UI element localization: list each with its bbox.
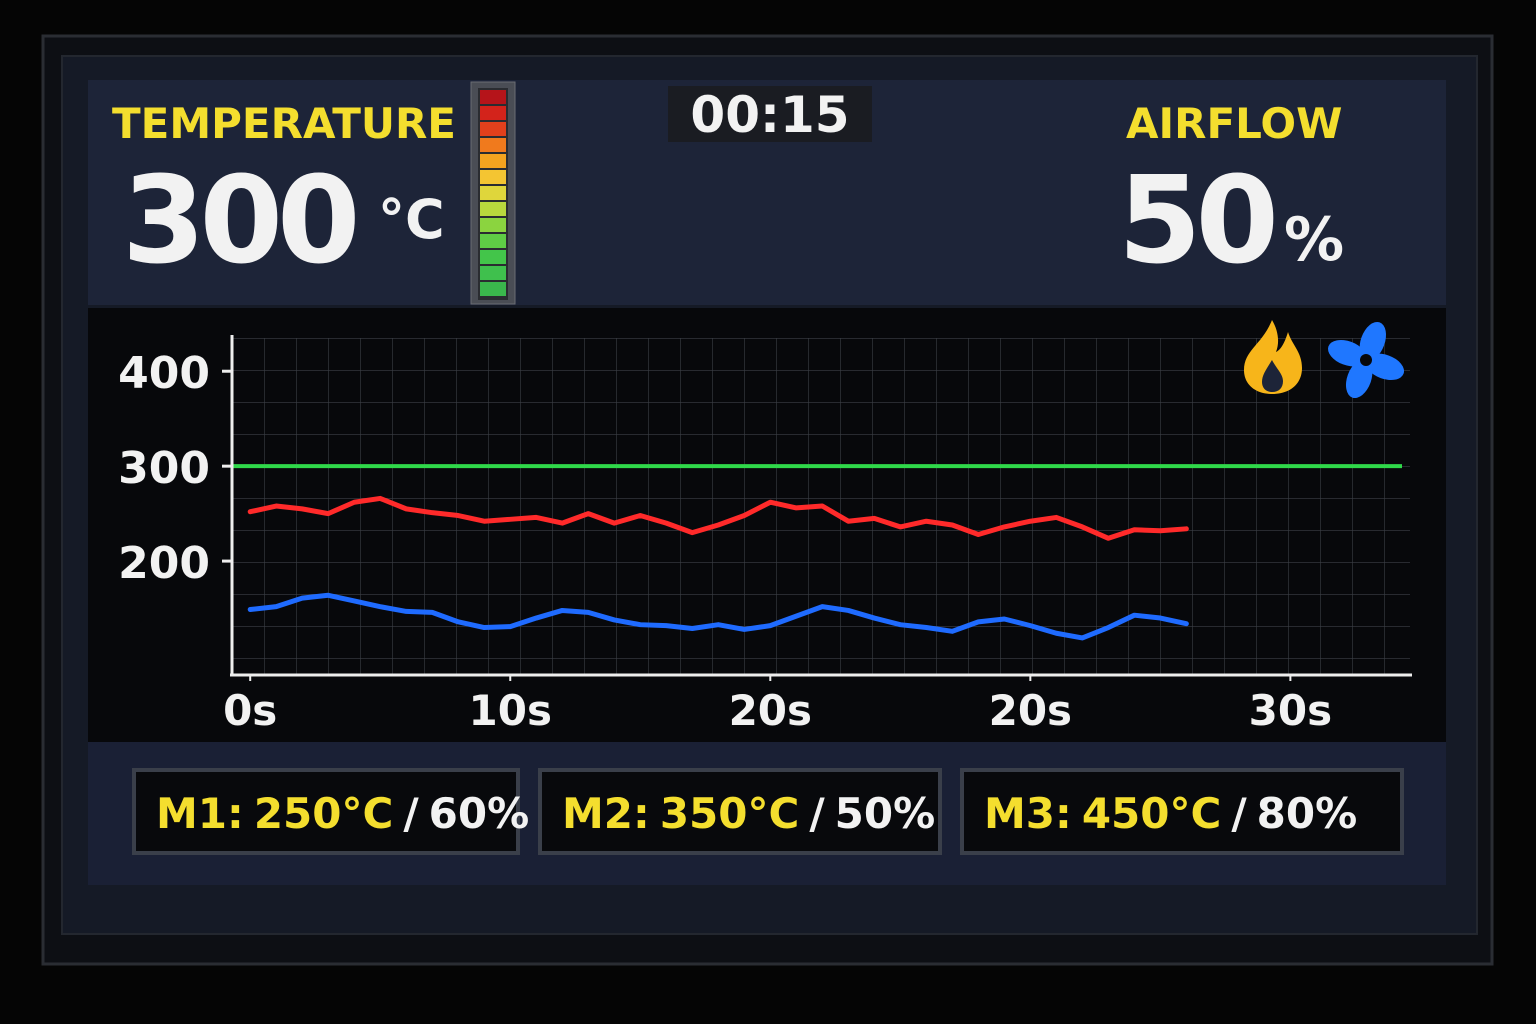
preset-temp: 350°C (660, 789, 800, 838)
preset-airflow: 80% (1257, 789, 1358, 838)
preset-name: M1: (156, 789, 244, 838)
x-tick-label: 10s (469, 686, 552, 735)
preset-separator: / (403, 789, 419, 838)
y-tick-label: 300 (118, 443, 210, 494)
preset-text[interactable]: M2: 350°C/50% (562, 789, 935, 838)
x-tick-label: 20s (989, 686, 1072, 735)
preset-button[interactable] (538, 768, 942, 855)
temperature-unit: °C (378, 188, 445, 251)
preset-name: M2: (562, 789, 650, 838)
data-line (247, 592, 1189, 641)
preset-name: M3: (984, 789, 1072, 838)
preset-temp: 250°C (254, 789, 394, 838)
airflow-label: AIRFLOW (1126, 99, 1342, 148)
timer-box (668, 86, 872, 142)
preset-button[interactable] (132, 768, 520, 855)
airflow-value: 50 (1118, 152, 1273, 291)
timer: 00:15 (690, 86, 849, 144)
preset-airflow: 50% (835, 789, 936, 838)
presets: M1: 250°C/60% M2: 350°C/50% M3: 450°C/80% (132, 768, 1404, 855)
preset-temp: 450°C (1082, 789, 1222, 838)
airflow-unit: % (1284, 205, 1344, 275)
temperature-gauge (470, 81, 516, 305)
preset-separator: / (809, 789, 825, 838)
temperature-label: TEMPERATURE (112, 99, 456, 148)
temperature-value: 300 (122, 152, 355, 291)
x-tick-label: 20s (729, 686, 812, 735)
preset-text[interactable]: M3: 450°C/80% (984, 789, 1357, 838)
x-tick-label: 30s (1249, 686, 1332, 735)
y-tick-label: 400 (118, 348, 210, 399)
x-tick-label: 0s (223, 686, 277, 735)
preset-text[interactable]: M1: 250°C/60% (156, 789, 529, 838)
chart: 200 300 400 0s 10s 20s 20s 30s (118, 348, 1402, 735)
preset-button[interactable] (960, 768, 1404, 855)
preset-airflow: 60% (429, 789, 530, 838)
fan-icon (1327, 321, 1405, 399)
preset-separator: / (1231, 789, 1247, 838)
data-line (247, 495, 1189, 541)
y-tick-label: 200 (118, 538, 210, 589)
flame-icon (1244, 320, 1302, 394)
